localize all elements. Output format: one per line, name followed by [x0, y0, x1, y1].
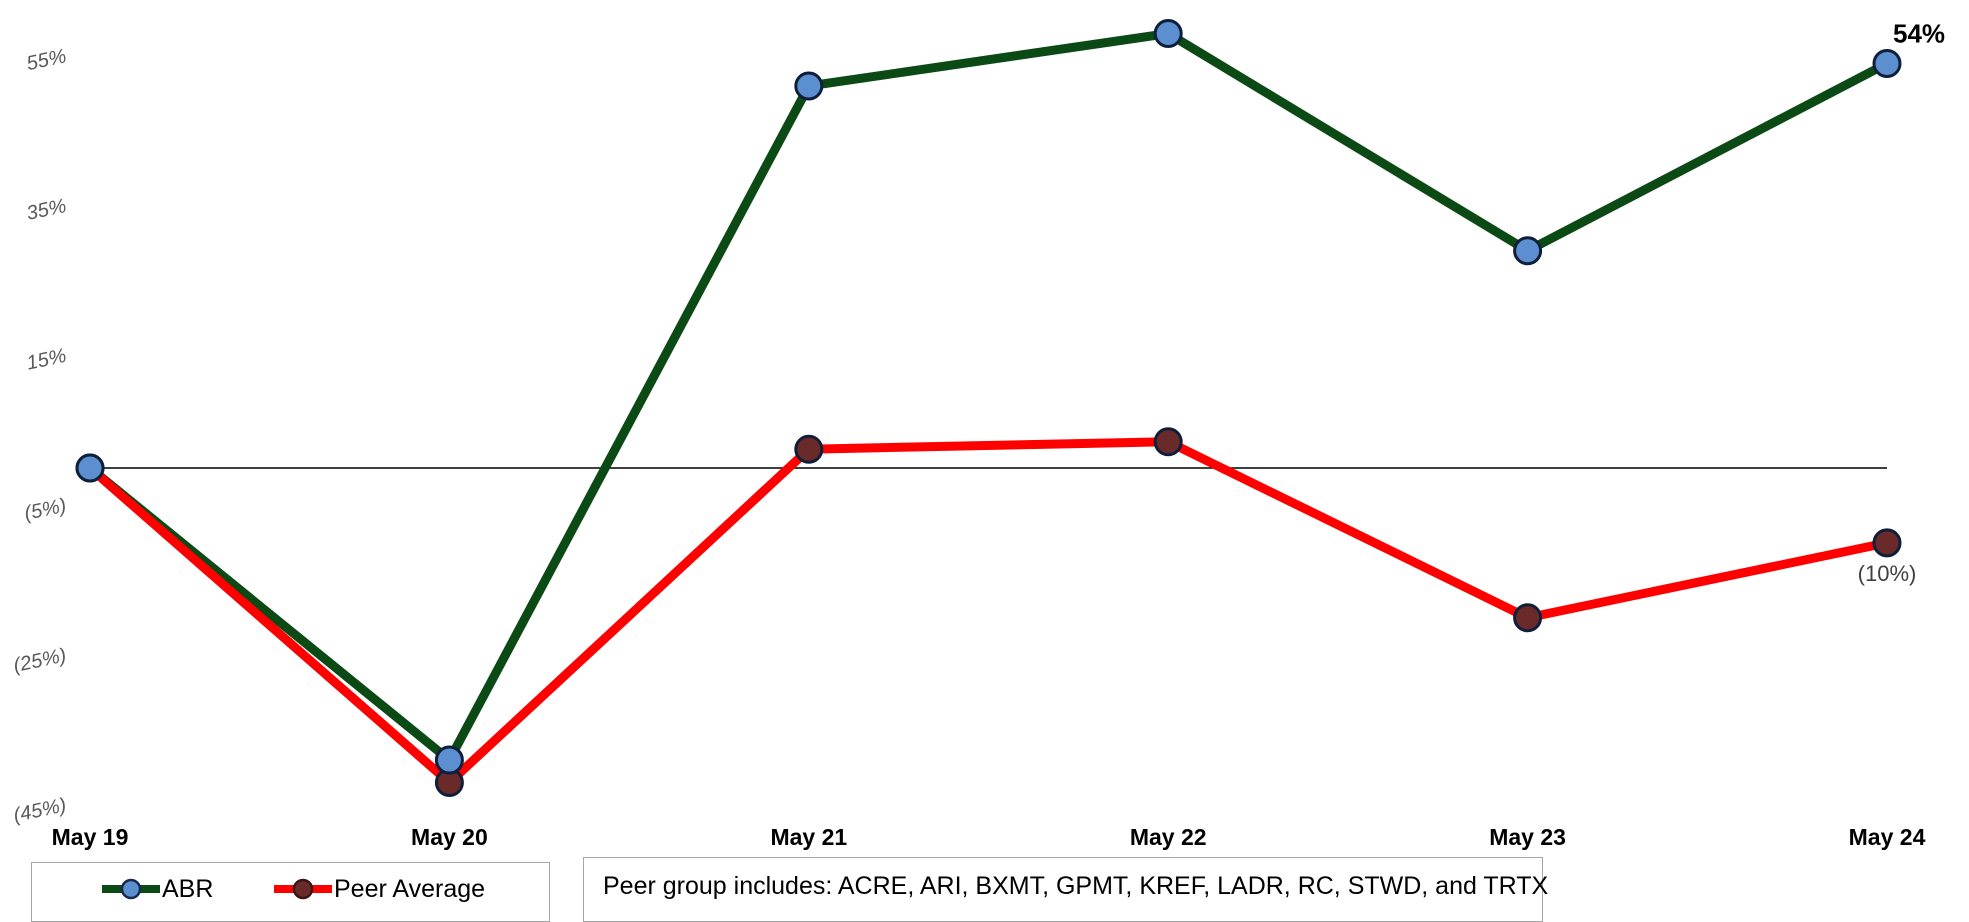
x-tick-label-may-21: May 21: [770, 824, 847, 850]
y-tick-label-55: 55%: [25, 45, 69, 75]
legend-label-peer-average: Peer Average: [334, 874, 486, 903]
y-axis-tick-labels: 55% 35% 15% (5%) (25%) (45%): [12, 45, 69, 827]
y-tick-label-45: (45%): [12, 794, 69, 827]
end-label-peer-average: (10%): [1858, 561, 1917, 586]
data-point-peer-average-may-24: [1872, 528, 1902, 558]
x-tick-label-may-24: May 24: [1849, 824, 1926, 850]
legend-label-abr: ABR: [162, 874, 214, 903]
x-tick-label-may-19: May 19: [52, 824, 129, 850]
end-label-abr: 54%: [1893, 18, 1945, 48]
series-line-peer-average: [85, 437, 1892, 788]
y-tick-label-5: (5%): [22, 495, 68, 525]
legend: ABR Peer Average: [31, 862, 550, 922]
series-lines: [85, 29, 1892, 788]
y-tick-label-35: 35%: [25, 195, 69, 225]
legend-item-peer-average: Peer Average: [272, 874, 485, 904]
x-axis-tick-labels: May 19 May 20 May 21 May 22 May 23 May 24: [52, 824, 1926, 850]
legend-swatch-abr: [102, 878, 160, 900]
y-tick-label-25: (25%): [12, 644, 69, 677]
x-tick-label-may-20: May 20: [411, 824, 488, 850]
data-point-abr-may-20: [434, 745, 464, 775]
peer-group-note: Peer group includes: ACRE, ARI, BXMT, GP…: [583, 857, 1548, 922]
data-point-abr-may-23: [1513, 236, 1543, 266]
data-point-peer-average-may-23: [1513, 603, 1543, 633]
data-point-peer-average-may-22: [1153, 427, 1183, 457]
series-points: [75, 19, 1902, 798]
peer-group-note-text: Peer group includes: ACRE, ARI, BXMT, GP…: [603, 872, 1549, 900]
legend-item-abr: ABR: [100, 874, 213, 904]
data-point-peer-average-may-21: [794, 434, 824, 464]
data-point-abr-may-24: [1872, 48, 1902, 78]
data-point-abr-may-21: [794, 71, 824, 101]
series-line-abr: [85, 29, 1892, 765]
x-tick-label-may-23: May 23: [1489, 824, 1566, 850]
x-tick-label-may-22: May 22: [1130, 824, 1207, 850]
end-value-labels: 54% (10%): [1858, 18, 1945, 585]
legend-swatch-peer-average: [274, 878, 332, 900]
y-tick-label-15: 15%: [25, 345, 69, 375]
data-point-abr-may-22: [1153, 19, 1183, 49]
data-point-abr-may-19: [75, 453, 105, 483]
